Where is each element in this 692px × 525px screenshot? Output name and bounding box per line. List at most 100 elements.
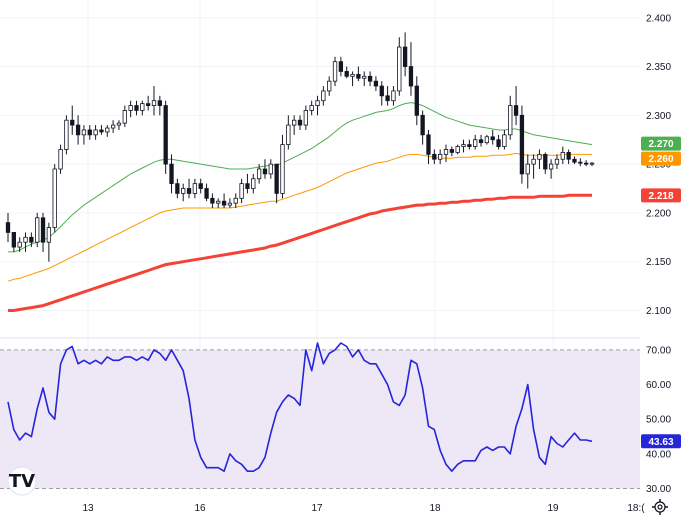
svg-text:2.270: 2.270 — [648, 139, 673, 150]
ma-green-value-badge: 2.270 — [641, 136, 681, 151]
candle — [64, 115, 69, 155]
rsi-tick-label: 70.00 — [646, 345, 671, 356]
candle — [548, 159, 554, 179]
candle — [239, 178, 244, 204]
price-tick-label: 2.100 — [646, 306, 671, 317]
rsi-line — [7, 342, 593, 473]
ma-red-value-badge: 2.218 — [641, 188, 681, 203]
candle — [134, 100, 139, 116]
candle — [29, 232, 34, 248]
candle — [397, 37, 402, 96]
candle — [251, 173, 256, 194]
candle — [356, 66, 361, 82]
candle — [327, 76, 332, 96]
svg-text:2.218: 2.218 — [648, 191, 673, 202]
time-tick-label: 19 — [547, 503, 559, 514]
candle — [525, 154, 530, 189]
tradingview-logo[interactable]: TV — [7, 466, 37, 496]
candle — [110, 120, 116, 133]
candle — [467, 139, 472, 150]
candle — [274, 163, 279, 204]
time-tick-label: 13 — [82, 503, 94, 514]
candle — [303, 105, 308, 130]
settings-gear-icon[interactable] — [652, 499, 668, 515]
candle — [105, 125, 110, 137]
rsi-tick-label: 50.00 — [646, 415, 671, 426]
rsi-series — [7, 342, 593, 473]
candle — [210, 193, 215, 209]
candle — [578, 158, 583, 167]
candle — [40, 212, 46, 252]
candle — [198, 178, 203, 194]
candle — [262, 159, 268, 179]
candle — [292, 115, 297, 135]
candle — [99, 125, 104, 135]
candle — [554, 154, 560, 169]
candle — [455, 144, 460, 155]
candle — [589, 162, 595, 167]
candle — [321, 86, 326, 106]
candle — [496, 134, 501, 150]
candle — [484, 134, 490, 145]
candlestick-series — [5, 32, 595, 262]
candle — [461, 139, 466, 153]
price-tick-label: 2.200 — [646, 208, 671, 219]
candle — [473, 134, 478, 150]
candle — [163, 100, 168, 174]
rsi-tick-label: 30.00 — [646, 484, 671, 495]
candle — [338, 56, 344, 77]
candle — [426, 129, 431, 165]
candle — [560, 146, 565, 165]
candle — [35, 212, 40, 248]
time-tick-label: 18:( — [627, 503, 645, 514]
candle — [17, 237, 22, 252]
candle — [379, 81, 384, 106]
time-axis: 13 16 17 18 19 18:( — [82, 503, 645, 514]
candle — [216, 198, 221, 209]
candle — [519, 105, 525, 184]
candle — [221, 193, 227, 209]
svg-text:2.260: 2.260 — [648, 154, 673, 165]
candle — [438, 149, 443, 165]
candle — [169, 154, 174, 194]
candle — [151, 86, 157, 116]
candle — [233, 193, 238, 209]
candle — [508, 95, 513, 140]
candle — [478, 134, 484, 147]
candle — [181, 183, 186, 202]
candle — [490, 129, 495, 145]
candle — [408, 42, 414, 96]
price-tick-label: 2.150 — [646, 257, 671, 268]
candle — [414, 76, 419, 126]
candle — [81, 125, 87, 145]
candle — [332, 56, 338, 87]
ma-green-line — [8, 102, 593, 253]
candle — [175, 178, 180, 199]
candle — [256, 164, 262, 184]
candle — [122, 105, 127, 128]
candle — [584, 160, 589, 167]
candle — [58, 144, 63, 174]
candle — [315, 95, 320, 116]
candle — [531, 154, 536, 179]
candle — [502, 129, 507, 150]
candle — [402, 32, 408, 77]
candle — [87, 125, 92, 140]
candle — [350, 71, 355, 87]
candle — [309, 100, 314, 116]
candle — [537, 149, 542, 169]
candle — [204, 183, 209, 202]
candle — [543, 152, 548, 174]
time-tick-label: 16 — [194, 503, 206, 514]
candle — [70, 105, 75, 135]
candle — [344, 66, 349, 79]
ma-orange-value-badge: 2.260 — [641, 151, 681, 166]
candle — [513, 86, 519, 126]
candle — [11, 232, 16, 252]
time-tick-label: 18 — [429, 503, 441, 514]
candle — [391, 86, 396, 106]
candle — [286, 115, 291, 150]
candle — [268, 159, 273, 179]
candle — [572, 156, 577, 165]
candle — [443, 144, 449, 163]
